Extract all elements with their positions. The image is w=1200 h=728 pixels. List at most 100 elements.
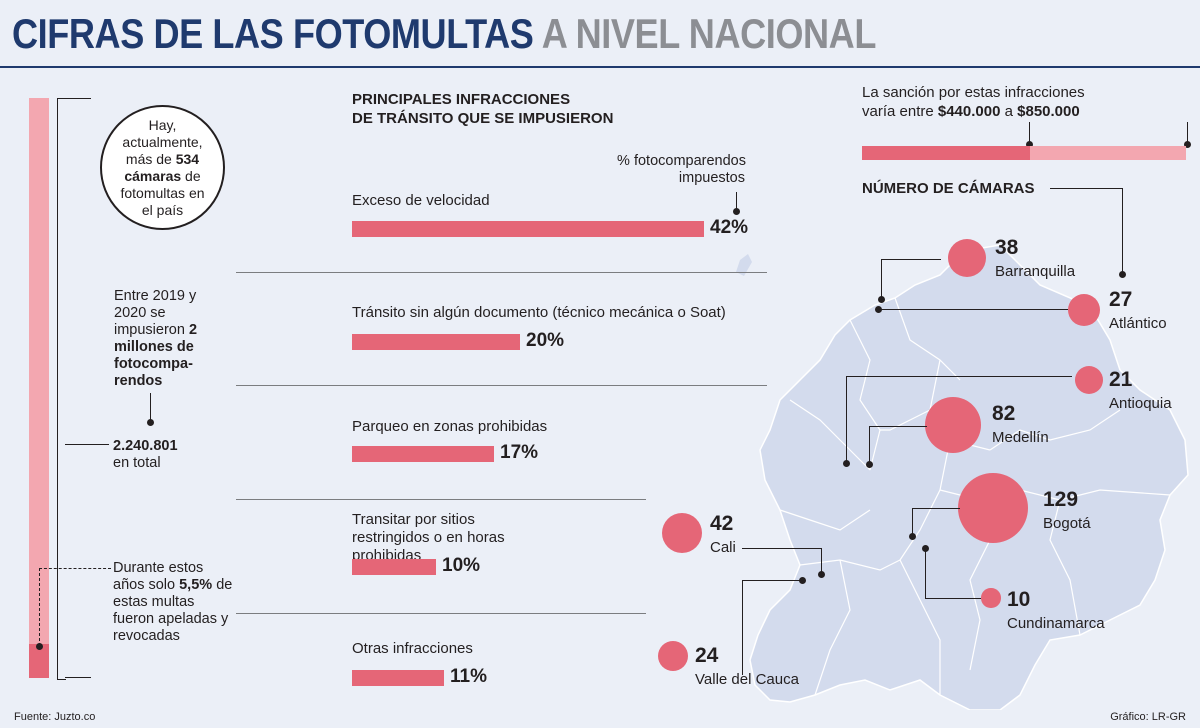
camera-city: Cundinamarca <box>1007 615 1105 632</box>
camera-bubble <box>947 238 987 278</box>
leader-cali <box>742 548 821 549</box>
infractions-heading: PRINCIPALES INFRACCIONES DE TRÁNSITO QUE… <box>352 90 613 128</box>
bracket-tick <box>65 98 91 99</box>
leader-cali-dot <box>818 571 825 578</box>
appeal-post: de estas multas fueron apeladas y revoca… <box>113 577 233 644</box>
sanction-max-connector <box>1187 122 1188 144</box>
camera-count: 82 <box>992 402 1016 425</box>
circle-text-post: de fotomultas en el país <box>120 167 205 218</box>
infraction-label: Transitar por sitios restringidos o en h… <box>352 511 505 564</box>
colombia-map <box>736 244 1189 710</box>
sanction-conj: a <box>1000 103 1018 120</box>
leader-cundinamarca <box>925 598 981 599</box>
leader-atlantico-dot <box>875 306 882 313</box>
leader-barranquilla <box>881 259 941 260</box>
leader-barranquilla-dot <box>878 296 885 303</box>
camera-bubble <box>657 640 689 672</box>
leader-antioquia-dot <box>843 460 850 467</box>
map-mainland <box>749 244 1189 710</box>
appeal-text: Durante estos años solo 5,5% de estas mu… <box>113 560 233 645</box>
pct-legend: % fotocomparendos impuestos <box>580 153 746 187</box>
legend-connector-dot <box>733 208 740 215</box>
infractions-heading-line1: PRINCIPALES INFRACCIONES <box>352 91 571 108</box>
leader-medellin-dot <box>866 461 873 468</box>
progress-track <box>29 98 49 678</box>
leader-valle <box>742 580 804 581</box>
leader-cundinamarca-dot <box>922 545 929 552</box>
infraction-value-label: 10% <box>442 555 481 576</box>
sanction-max-dot <box>1184 141 1191 148</box>
sanction-text: La sanción por estas infracciones varía … <box>862 83 1085 121</box>
circle-text-bold: 534 cámaras <box>124 150 200 184</box>
camera-city: Medellín <box>992 429 1049 446</box>
leader-bogota <box>912 508 960 509</box>
infraction-value-label: 42% <box>710 217 749 238</box>
leader-bogota <box>912 508 913 538</box>
camera-city: Cali <box>710 539 736 556</box>
sanction-pre: La sanción por estas infracciones <box>862 84 1085 101</box>
infraction-value-label: 20% <box>526 330 565 351</box>
sanction-min: $440.000 <box>937 103 1001 120</box>
period-connector-dot <box>147 419 154 426</box>
period-text-bold: 2 millones de fotocompa-rendos <box>114 322 198 389</box>
divider <box>236 613 646 614</box>
camera-city: Valle del Cauca <box>695 671 799 688</box>
leader-medellin <box>869 426 927 427</box>
camera-city: Bogotá <box>1043 515 1091 532</box>
leader-valle-dot <box>799 577 806 584</box>
title-dark-part: CIFRAS DE LAS FOTOMULTAS <box>12 10 534 57</box>
cameras-heading-connector <box>1050 188 1123 189</box>
source-footer: Fuente: Juzto.co <box>14 711 96 723</box>
bracket-tick <box>65 677 91 678</box>
pct-legend-line2: impuestos <box>678 170 745 186</box>
infraction-bar <box>352 221 704 237</box>
camera-bubble <box>957 472 1029 544</box>
infraction-value-label: 17% <box>500 442 539 463</box>
infraction-bar <box>352 670 444 686</box>
camera-bubble <box>1067 293 1101 327</box>
period-text-pre: Entre 2019 y 2020 se impusieron <box>114 288 197 338</box>
sanction-min-fill <box>862 146 1030 160</box>
leader-valle <box>742 580 743 675</box>
circle-text-pre: Hay, actualmente, más de <box>122 116 203 167</box>
appeal-dot <box>36 643 43 650</box>
camera-count: 27 <box>1109 288 1133 311</box>
divider <box>236 272 767 273</box>
pct-legend-line1: % fotocomparendos <box>617 153 746 169</box>
divider <box>236 499 646 500</box>
leader-medellin <box>869 426 870 464</box>
appeal-bold: 5,5% <box>179 577 213 593</box>
camera-bubble <box>1074 365 1104 395</box>
leader-antioquia <box>846 376 847 462</box>
camera-count: 10 <box>1007 588 1031 611</box>
camera-city: Barranquilla <box>995 263 1076 280</box>
sanction-min-dot <box>1026 141 1033 148</box>
period-connector <box>150 393 151 421</box>
appeal-dashed-line <box>39 568 111 569</box>
sanction-min-connector <box>1029 122 1030 144</box>
infraction-label: Tránsito sin algún documento (técnico me… <box>352 304 726 321</box>
camera-count: 129 <box>1043 488 1079 511</box>
camera-bubble <box>981 588 1001 608</box>
appeal-dashed-vertical <box>39 568 40 646</box>
sanction-max: $850.000 <box>1017 103 1080 120</box>
cameras-heading-dot <box>1119 271 1126 278</box>
camera-bubble <box>661 512 703 554</box>
progress-appealed-fill <box>29 644 49 678</box>
legend-connector <box>736 192 737 212</box>
leader-cundinamarca <box>925 548 926 598</box>
bracket-line <box>57 98 66 680</box>
infraction-value-label: 11% <box>450 666 487 687</box>
camera-city: Atlántico <box>1109 315 1167 332</box>
total-post: en total <box>113 455 161 471</box>
title-underline <box>0 66 1200 68</box>
infractions-heading-line2: DE TRÁNSITO QUE SE IMPUSIERON <box>352 110 614 127</box>
leader-atlantico <box>878 309 1068 310</box>
leader-barranquilla <box>881 259 882 299</box>
leader-cali <box>821 548 822 574</box>
infraction-bar <box>352 559 436 575</box>
infraction-bar <box>352 334 520 350</box>
infraction-label: Exceso de velocidad <box>352 192 490 209</box>
cameras-heading-connector <box>1122 188 1123 274</box>
title-light-part: A NIVEL NACIONAL <box>541 10 877 57</box>
